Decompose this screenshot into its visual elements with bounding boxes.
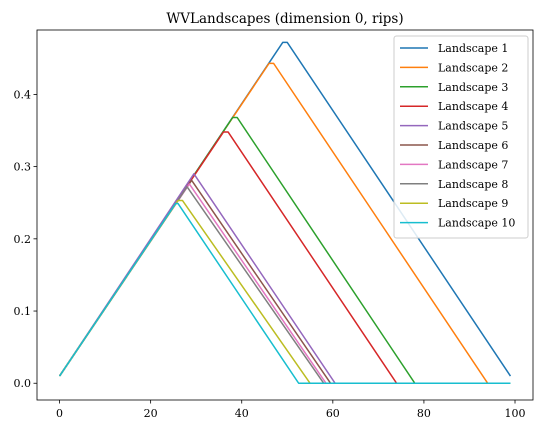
x-axis: 0 20 40 60 80 100 — [56, 400, 526, 420]
x-tick-label: 60 — [326, 407, 340, 420]
y-axis: 0.0 0.1 0.2 0.3 0.4 — [14, 88, 37, 390]
series-line-10 — [58, 202, 511, 384]
legend: Landscape 1 Landscape 2 Landscape 3 Landsca… — [393, 35, 529, 239]
legend-label-7: Landscape 7 — [438, 158, 508, 171]
x-tick-label: 100 — [505, 407, 526, 420]
legend-label-5: Landscape 5 — [438, 120, 508, 133]
legend-label-9: Landscape 9 — [438, 197, 508, 210]
plot-lines — [58, 41, 512, 384]
y-tick-label: 0.2 — [14, 233, 32, 246]
x-tick-label: 40 — [235, 407, 249, 420]
legend-label-3: Landscape 3 — [438, 81, 508, 94]
plot-frame — [36, 29, 534, 401]
x-tick-label: 80 — [417, 407, 431, 420]
x-tick-label: 0 — [56, 407, 63, 420]
chart-title: WVLandscapes (dimension 0, rips) — [166, 11, 403, 27]
legend-label-1: Landscape 1 — [438, 42, 508, 55]
x-tick-label: 20 — [144, 407, 158, 420]
legend-label-2: Landscape 2 — [438, 61, 508, 74]
legend-label-6: Landscape 6 — [438, 139, 508, 152]
legend-label-4: Landscape 4 — [438, 100, 508, 113]
y-tick-label: 0.1 — [14, 305, 32, 318]
legend-label-10: Landscape 10 — [438, 217, 515, 230]
legend-label-8: Landscape 8 — [438, 178, 508, 191]
y-tick-label: 0.4 — [14, 88, 32, 101]
y-tick-label: 0.0 — [14, 377, 32, 390]
y-tick-label: 0.3 — [14, 161, 32, 174]
